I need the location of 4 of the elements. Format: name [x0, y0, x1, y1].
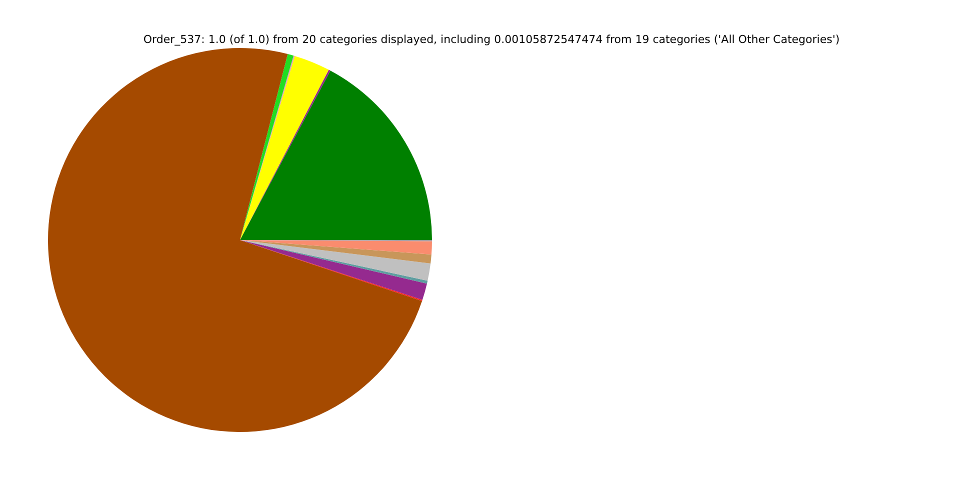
- pie-slice: [48, 48, 422, 432]
- pie-slice: [240, 240, 432, 264]
- pie-slice: [240, 70, 432, 240]
- text: Order_537: 1.0 (of 1.0) from 20 categories displayed, including 0.00105872547474 from 19 categories ('All Other Categories'): [143, 33, 840, 46]
